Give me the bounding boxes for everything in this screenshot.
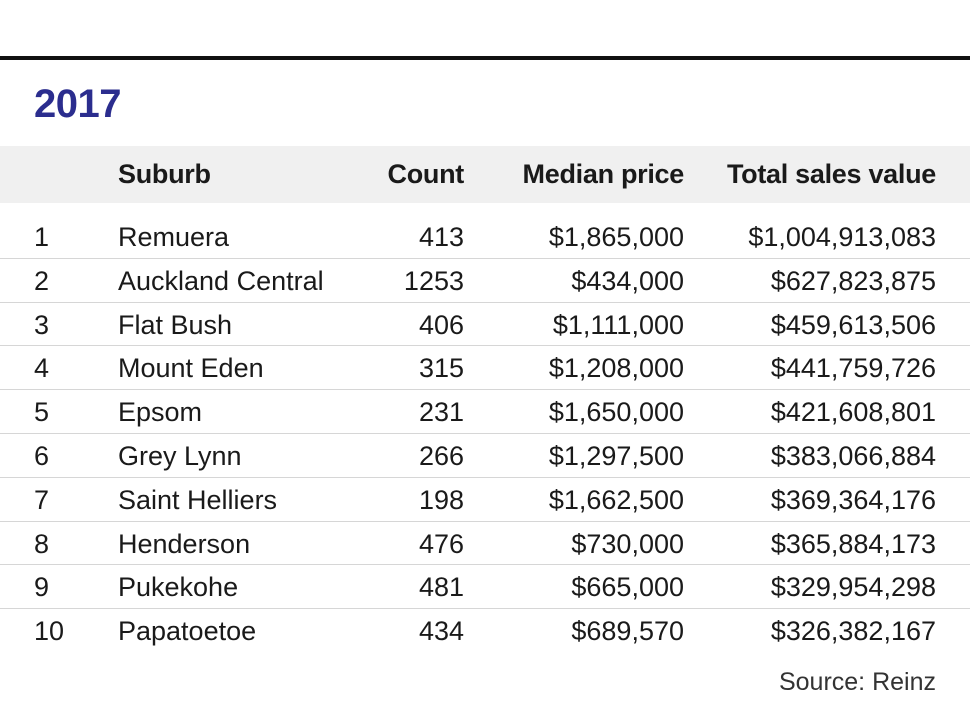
- cell-median-price: $1,297,500: [548, 441, 684, 471]
- cell-rank: 6: [34, 441, 50, 471]
- cell-rank: 1: [34, 222, 50, 252]
- top-rule: [0, 56, 970, 60]
- cell-total-sales-value: $459,613,506: [770, 309, 936, 340]
- cell-median-price: $1,111,000: [552, 309, 684, 340]
- cell-rank: 9: [34, 572, 50, 603]
- cell-count: 406: [418, 309, 464, 340]
- row-divider: [0, 608, 970, 609]
- cell-count: 481: [418, 572, 464, 603]
- cell-median-price: $665,000: [571, 572, 684, 603]
- row-divider: [0, 433, 970, 434]
- cell-median-price: $1,865,000: [548, 222, 684, 252]
- cell-median-price: $1,650,000: [548, 397, 684, 428]
- table-title: 2017: [34, 82, 121, 126]
- cell-total-sales-value: $369,364,176: [770, 484, 936, 515]
- cell-suburb: Henderson: [118, 528, 251, 559]
- cell-total-sales-value: $1,004,913,083: [748, 222, 936, 252]
- cell-rank: 5: [34, 397, 50, 428]
- cell-rank: 2: [34, 265, 50, 296]
- cell-suburb: Auckland Central: [118, 265, 324, 296]
- cell-total-sales-value: $441,759,726: [770, 353, 936, 384]
- cell-count: 266: [418, 441, 464, 471]
- row-divider: [0, 302, 970, 303]
- cell-median-price: $1,662,500: [548, 484, 684, 515]
- row-divider: [0, 389, 970, 390]
- row-divider: [0, 258, 970, 259]
- row-divider: [0, 564, 970, 565]
- cell-rank: 4: [34, 353, 50, 384]
- row-divider: [0, 521, 970, 522]
- cell-suburb: Saint Helliers: [118, 484, 278, 515]
- cell-count: 315: [418, 353, 464, 384]
- cell-total-sales-value: $326,382,167: [770, 616, 936, 647]
- cell-total-sales-value: $365,884,173: [770, 528, 936, 559]
- cell-total-sales-value: $383,066,884: [770, 441, 936, 471]
- row-divider: [0, 345, 970, 346]
- cell-total-sales-value: $329,954,298: [770, 572, 936, 603]
- cell-rank: 7: [34, 484, 50, 515]
- header-median-price: Median price: [522, 159, 685, 189]
- cell-count: 1253: [403, 265, 464, 296]
- cell-count: 476: [418, 528, 464, 559]
- cell-rank: 10: [34, 616, 65, 647]
- header-total-sales-value: Total sales value: [726, 159, 936, 189]
- cell-suburb: Papatoetoe: [118, 616, 257, 647]
- cell-count: 231: [418, 397, 464, 428]
- cell-suburb: Flat Bush: [118, 309, 233, 340]
- cell-median-price: $689,570: [571, 616, 684, 647]
- header-count: Count: [387, 159, 465, 189]
- cell-count: 413: [418, 222, 464, 252]
- cell-total-sales-value: $421,608,801: [770, 397, 936, 428]
- cell-rank: 8: [34, 528, 50, 559]
- cell-suburb: Epsom: [118, 397, 203, 428]
- cell-median-price: $434,000: [571, 265, 684, 296]
- cell-total-sales-value: $627,823,875: [770, 265, 936, 296]
- cell-suburb: Remuera: [118, 222, 230, 252]
- cell-suburb: Pukekohe: [118, 572, 239, 603]
- cell-median-price: $1,208,000: [548, 353, 684, 384]
- cell-rank: 3: [34, 309, 50, 340]
- cell-suburb: Mount Eden: [118, 353, 264, 384]
- cell-count: 434: [418, 616, 464, 647]
- row-divider: [0, 477, 970, 478]
- cell-count: 198: [418, 484, 464, 515]
- header-band: [0, 146, 970, 203]
- cell-median-price: $730,000: [571, 528, 684, 559]
- cell-suburb: Grey Lynn: [118, 441, 242, 471]
- header-suburb: Suburb: [118, 159, 211, 189]
- source-note: Source: Reinz: [778, 668, 936, 696]
